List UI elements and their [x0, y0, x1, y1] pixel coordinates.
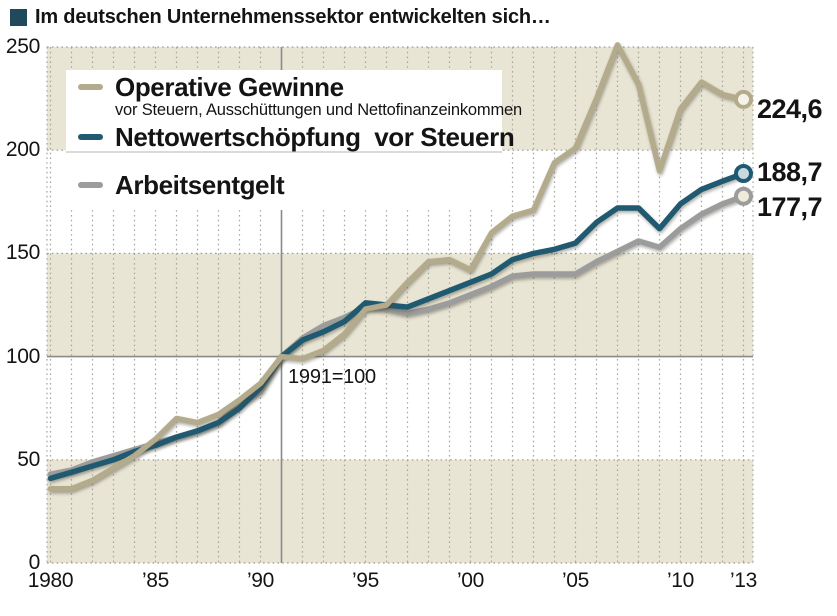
series-line-0 — [47, 42, 747, 492]
line-swatch-icon — [78, 84, 103, 90]
end-marker-2 — [734, 186, 753, 206]
x-axis-tick: ’05 — [561, 569, 590, 592]
end-marker-1 — [734, 164, 753, 184]
legend-item-arbeitsentgelt: Arbeitsentgelt — [78, 170, 285, 200]
legend-item-operative-gewinne: Operative Gewinne — [78, 72, 344, 102]
x-axis-tick: ’13 — [729, 569, 758, 592]
y-axis-tick: 50 — [17, 447, 40, 471]
x-axis-tick: ’10 — [666, 569, 695, 592]
end-value-nettowertschoepfung: 188,7 — [757, 156, 823, 187]
series-line-1 — [47, 170, 747, 482]
line-swatch-icon — [78, 182, 103, 188]
title-bullet-icon — [10, 9, 27, 26]
background-band — [47, 459, 753, 563]
y-axis-tick: 200 — [5, 138, 40, 162]
y-axis-tick: 0 — [28, 551, 41, 574]
x-axis-tick: ’95 — [351, 569, 380, 592]
x-axis-tick: ’90 — [246, 569, 275, 592]
y-axis-tick: 150 — [5, 241, 40, 265]
page-title: Im deutschen Unternehmenssektor entwicke… — [35, 6, 551, 28]
end-value-arbeitsentgelt: 177,7 — [757, 192, 823, 223]
end-value-operative-gewinne: 224,6 — [757, 94, 823, 125]
x-axis-tick: ’85 — [141, 569, 170, 592]
legend-sublabel: vor Steuern, Ausschüttungen und Nettofin… — [115, 101, 522, 119]
legend-label: Arbeitsentgelt — [115, 170, 285, 200]
line-swatch-icon — [78, 134, 103, 140]
x-axis-tick: ’00 — [456, 569, 485, 592]
y-axis-tick: 250 — [5, 35, 40, 58]
reference-annotation: 1991=100 — [288, 366, 376, 388]
end-marker-0 — [734, 89, 753, 109]
chart-header: Im deutschen Unternehmenssektor entwicke… — [10, 6, 551, 29]
legend-label: Nettowertschöpfung vor Steuern — [115, 122, 515, 152]
x-axis-tick: 1980 — [27, 569, 74, 592]
legend-divider — [66, 151, 502, 153]
legend-item-nettowertschoepfung: Nettowertschöpfung vor Steuern — [78, 122, 515, 152]
legend-box: Operative Gewinne vor Steuern, Ausschütt… — [66, 70, 522, 210]
legend-label: Operative Gewinne — [115, 72, 344, 102]
y-axis-tick: 100 — [5, 344, 40, 368]
